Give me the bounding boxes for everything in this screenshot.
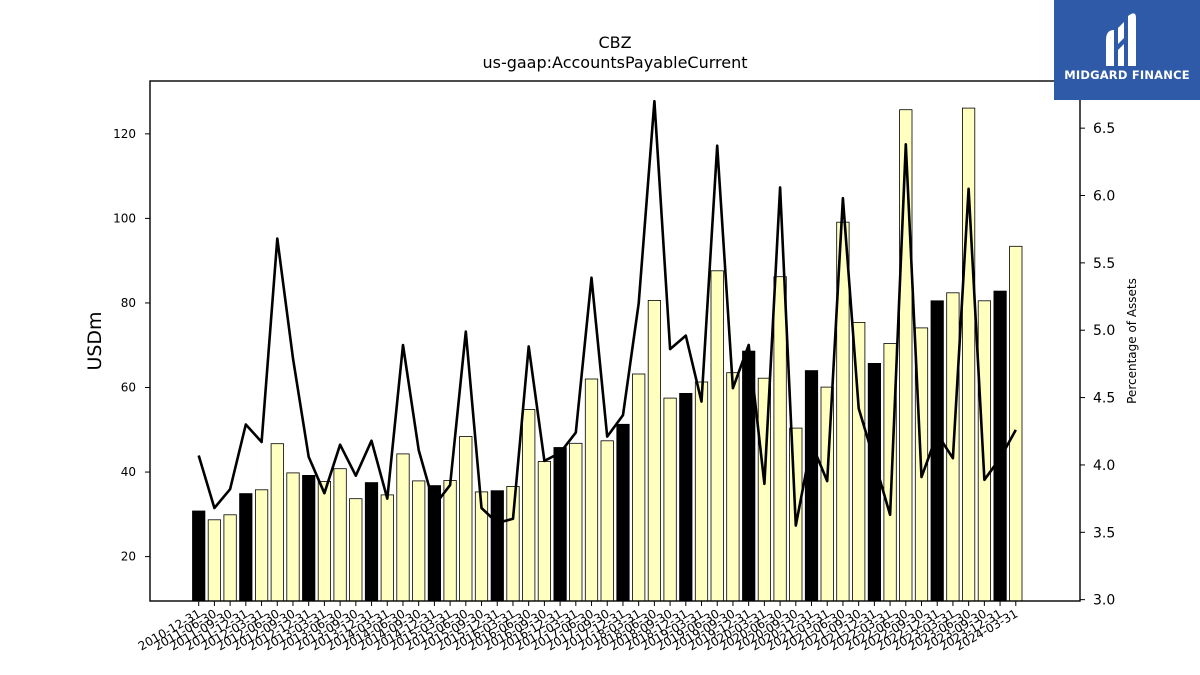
bar [270,443,284,602]
bar [254,489,269,602]
y-tick-label: 80 [121,296,136,310]
y-tick-label: 120 [113,127,136,141]
y2-tick-label: 4.0 [1093,458,1115,474]
bar [600,440,614,602]
bar [710,270,724,602]
bar [192,510,206,602]
bar [1009,245,1023,602]
percentage-line [197,99,1017,527]
bar [930,300,944,602]
bar [286,472,300,602]
y-axis-label: USDm [84,311,106,370]
y-tick-label: 40 [121,465,136,479]
bar [899,109,913,602]
bar [647,299,662,602]
y2-tick-label: 3.5 [1093,525,1115,541]
y2-tick-label: 5.5 [1093,256,1115,272]
y2-tick-label: 6.0 [1093,189,1115,205]
y2-axis-label: Percentage of Assets [1125,278,1139,404]
bar [490,490,504,602]
y2-tick-label: 6.5 [1093,121,1115,137]
bar [584,378,599,602]
bar [412,480,426,602]
plot-frame [149,80,1081,602]
bar [616,423,630,602]
bar [349,498,363,602]
chart-subtitle: us-gaap:AccountsPayableCurrent [482,53,747,72]
brand-logo: MIDGARD FINANCE [1054,0,1200,100]
line-group [197,99,1017,527]
bar [333,468,347,602]
y-tick-label: 100 [113,211,136,225]
bar [773,276,787,602]
bar [380,494,394,602]
left-axis: 20 40 60 80 100 120 [113,127,150,564]
bar [977,300,992,602]
bar [459,436,473,602]
bar [694,381,709,602]
bar [726,372,740,602]
bar [804,370,819,602]
bar [632,373,646,602]
bar [239,493,253,602]
bar [364,482,379,602]
bar [993,290,1007,602]
bar [207,519,221,602]
bar [396,453,410,602]
bar [679,392,693,602]
bar [317,480,332,602]
bar [663,397,677,602]
y2-tick-label: 4.5 [1093,391,1115,407]
brand-name: MIDGARD FINANCE [1064,68,1190,82]
bar [537,461,552,602]
logo-mark-icon [1106,13,1136,66]
y-tick-label: 20 [121,550,136,564]
bar [962,107,976,602]
bar [569,442,583,602]
x-axis: 2010-12-312011-06-302011-09-302011-12-31… [136,601,1020,653]
bar [553,447,567,602]
bar [522,409,536,602]
bar [443,480,457,602]
bar [223,514,237,602]
y-tick-label: 60 [121,381,136,395]
bar [506,485,520,602]
y2-tick-label: 3.0 [1093,593,1115,609]
chart-title: CBZ [598,33,631,52]
bar [867,362,882,602]
y2-tick-label: 5.0 [1093,323,1115,339]
right-axis: 3.0 3.5 4.0 4.5 5.0 5.5 6.0 6.5 [1080,121,1115,609]
bar [302,474,316,602]
